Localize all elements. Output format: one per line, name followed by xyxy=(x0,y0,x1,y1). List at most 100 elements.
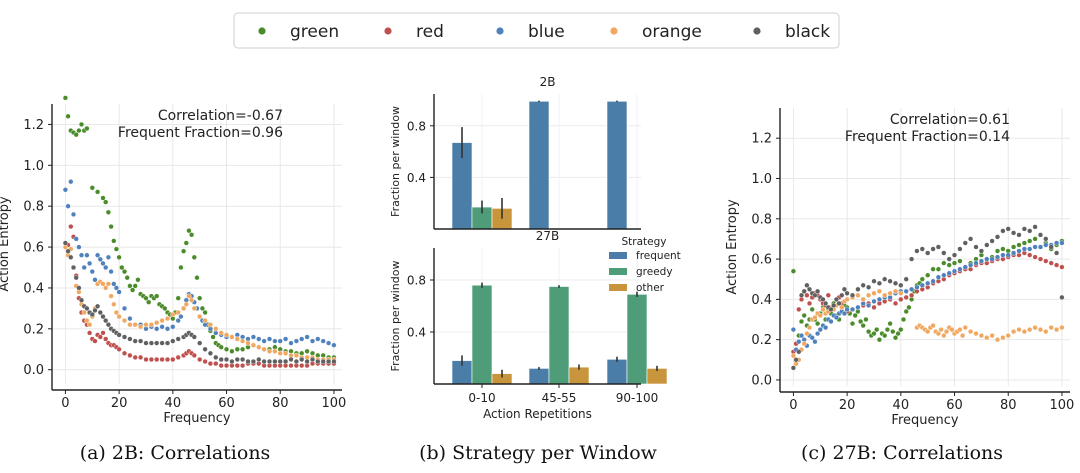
point-black xyxy=(159,340,165,346)
point-black xyxy=(962,240,968,246)
point-green xyxy=(903,308,909,315)
bar-frequent xyxy=(528,368,550,385)
point-green xyxy=(132,283,138,289)
point-black xyxy=(1021,226,1028,232)
point-red xyxy=(148,356,155,363)
point-black xyxy=(299,356,305,363)
point-black xyxy=(831,302,837,309)
y-tick-label: 0.8 xyxy=(23,200,44,215)
point-green xyxy=(178,264,184,271)
point-black xyxy=(892,280,899,286)
point-black xyxy=(154,340,160,346)
point-black xyxy=(138,338,144,344)
point-orange xyxy=(191,305,197,312)
point-green xyxy=(951,260,958,266)
point-green xyxy=(994,248,1001,254)
point-black xyxy=(170,338,176,344)
point-orange xyxy=(1032,325,1038,331)
point-black xyxy=(309,356,316,363)
x-tick-label: 90-100 xyxy=(616,391,659,405)
point-black xyxy=(822,300,829,307)
point-green xyxy=(124,275,130,281)
point-orange xyxy=(817,312,823,319)
bar-frequent xyxy=(606,100,628,230)
point-blue xyxy=(1010,250,1017,256)
point-black xyxy=(256,356,262,363)
y-tick-label: 1.0 xyxy=(23,159,44,174)
point-orange xyxy=(283,350,289,356)
point-black xyxy=(1037,232,1044,238)
point-green xyxy=(1000,246,1006,252)
point-orange xyxy=(207,322,214,328)
point-blue xyxy=(84,252,90,258)
point-blue xyxy=(946,270,952,276)
point-black xyxy=(930,246,936,252)
point-orange xyxy=(181,305,187,312)
point-black xyxy=(65,248,71,254)
point-orange xyxy=(164,316,171,322)
point-orange xyxy=(925,329,931,335)
point-green xyxy=(798,318,805,325)
point-red xyxy=(127,352,133,359)
point-orange xyxy=(790,353,797,359)
point-red xyxy=(175,354,181,361)
point-green xyxy=(197,295,203,301)
point-red xyxy=(170,356,176,363)
point-blue xyxy=(876,296,883,303)
point-blue xyxy=(170,324,176,330)
point-red xyxy=(1048,260,1054,266)
panel-title-2B: 2B xyxy=(540,75,556,89)
point-orange xyxy=(959,333,966,339)
y-tick-label: 1.2 xyxy=(751,132,772,147)
point-blue xyxy=(903,288,909,294)
y-tick-label: 0.2 xyxy=(23,322,44,337)
legend: green red blue orange black xyxy=(233,12,840,49)
point-black xyxy=(62,240,69,246)
point-black xyxy=(908,256,915,262)
strategy-legend-swatch-frequent xyxy=(609,252,627,259)
point-black xyxy=(326,358,332,365)
point-orange xyxy=(213,326,219,332)
point-green xyxy=(1027,238,1033,244)
point-orange xyxy=(148,322,155,328)
point-black xyxy=(175,336,181,342)
y-axis-label: Action Entropy xyxy=(725,199,740,295)
point-blue xyxy=(97,256,103,262)
strategy-legend-label-frequent: frequent xyxy=(636,250,681,262)
point-black xyxy=(127,336,133,342)
point-orange xyxy=(887,290,893,296)
point-orange xyxy=(860,296,866,303)
point-blue xyxy=(283,336,289,342)
strategy-legend-title: Strategy xyxy=(622,236,667,248)
point-orange xyxy=(1037,327,1044,333)
point-black xyxy=(121,334,128,340)
x-tick-label: 0-10 xyxy=(468,391,495,405)
point-blue xyxy=(92,277,98,283)
point-red xyxy=(103,336,109,342)
point-blue xyxy=(81,264,87,271)
point-black xyxy=(882,276,888,282)
point-orange xyxy=(892,288,899,294)
point-green xyxy=(801,312,807,319)
point-black xyxy=(191,334,197,340)
point-black xyxy=(801,288,807,294)
panel-a-entropy-scatter: 0 20 40 60 80 100 0.0 0.2 0.4 0.6 0.8 1.0 1.2 Frequen… xyxy=(0,95,346,426)
legend-label-black: black xyxy=(785,22,830,42)
point-blue xyxy=(914,284,920,290)
point-orange xyxy=(223,332,230,338)
point-black xyxy=(839,292,845,298)
point-green xyxy=(898,327,904,333)
point-orange xyxy=(984,335,990,341)
y-tick-label: 0.0 xyxy=(751,373,772,388)
point-blue xyxy=(809,335,815,341)
point-orange xyxy=(111,301,117,307)
panel-c-entropy-scatter: 0 20 40 60 80 100 0.0 0.2 0.4 0.6 0.8 1.0 1.2 Frequen… xyxy=(725,108,1074,428)
point-orange xyxy=(170,311,176,318)
point-green xyxy=(304,348,310,354)
point-green xyxy=(186,228,192,234)
point-green xyxy=(871,331,877,337)
point-red xyxy=(240,363,246,369)
point-green xyxy=(857,318,864,325)
point-orange xyxy=(943,329,950,335)
point-black xyxy=(320,358,326,365)
